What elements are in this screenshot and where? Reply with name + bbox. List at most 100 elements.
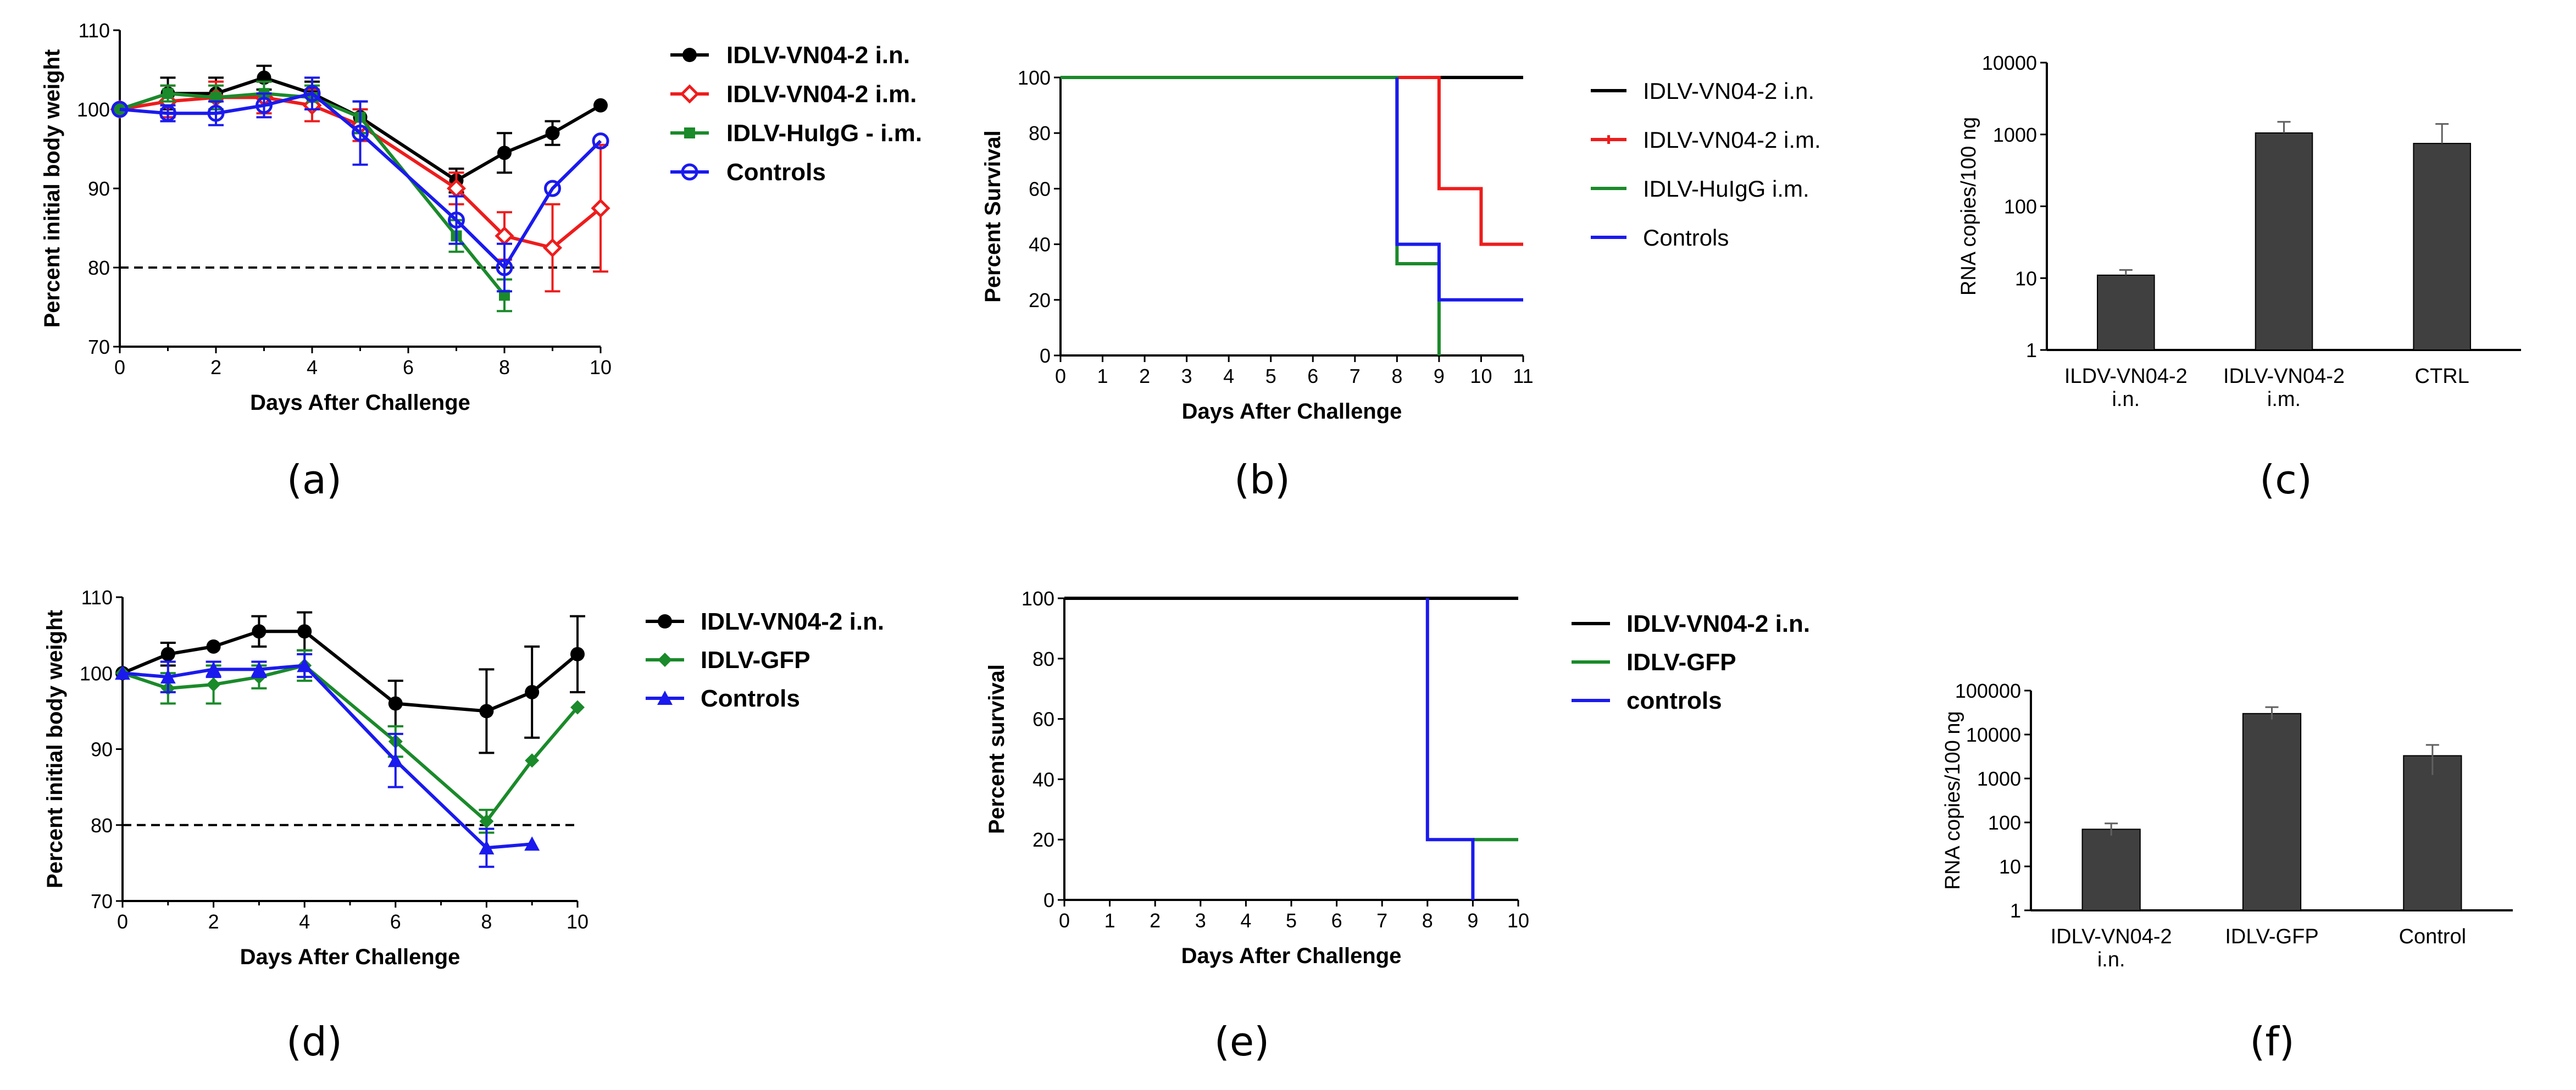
y-tick-label: 90 [91, 738, 113, 761]
series-idlv-huigg-i-m- [114, 80, 512, 313]
category-label: ILDV-VN04-2 [2064, 365, 2188, 388]
data-point [206, 639, 221, 654]
data-point [206, 661, 221, 676]
y-tick-label: 10 [2015, 267, 2037, 290]
data-point [251, 661, 267, 676]
bar [2097, 274, 2155, 351]
data-point [256, 97, 273, 114]
legend-label: IDLV-GFP [701, 647, 810, 674]
x-tick-label: 3 [1195, 909, 1206, 932]
panel-label: (e) [1214, 1019, 1269, 1065]
series-idlv-vn04-2-i-m- [1061, 76, 1523, 246]
y-tick-label: 1 [2010, 899, 2021, 922]
data-point [524, 836, 540, 851]
data-point [111, 101, 129, 118]
category-label: IDLV-VN04-2 [2051, 925, 2172, 948]
y-tick-label: 100 [77, 98, 110, 121]
data-point [542, 238, 563, 258]
data-point [570, 647, 585, 661]
y-tick-label: 80 [88, 257, 110, 279]
data-point [496, 259, 513, 276]
x-tick-label: 10 [567, 910, 589, 933]
x-tick-label: 6 [1331, 909, 1342, 932]
y-tick-label: 100 [80, 662, 113, 685]
data-point [352, 124, 369, 142]
x-tick-label: 6 [403, 356, 414, 379]
data-point [479, 814, 494, 828]
y-tick-label: 20 [1032, 828, 1054, 851]
x-axis-title: Days After Challenge [240, 945, 460, 969]
data-point [252, 624, 267, 639]
x-tick-label: 1 [1097, 365, 1108, 387]
x-tick-label: 2 [208, 910, 219, 933]
y-axis-title: Percent Survival [981, 130, 1005, 303]
category-label: i.n. [2112, 388, 2140, 411]
series-idlv-vn04-2-i-n- [115, 611, 585, 754]
bar [2403, 755, 2462, 911]
panel-label: (a) [287, 457, 342, 503]
y-tick-label: 110 [81, 586, 113, 609]
x-tick-label: 4 [299, 910, 310, 933]
data-point [570, 700, 585, 715]
x-tick-label: 7 [1350, 365, 1361, 387]
legend-label: IDLV-VN04-2 i.n. [726, 42, 910, 69]
y-tick-label: 70 [91, 890, 113, 913]
series-idlv-huigg-i-m- [1061, 76, 1441, 355]
series-line [121, 630, 579, 713]
x-tick-label: 9 [1467, 909, 1478, 932]
data-point [388, 696, 403, 711]
data-point [682, 48, 697, 62]
y-tick-label: 10 [1999, 855, 2021, 878]
x-tick-label: 5 [1265, 365, 1276, 387]
data-point [479, 840, 495, 855]
x-tick-label: 0 [114, 356, 125, 379]
bar [2242, 713, 2302, 911]
legend-label: IDLV-HuIgG i.m. [1643, 176, 1809, 202]
data-point [544, 180, 561, 197]
panel-label: (d) [286, 1019, 342, 1065]
bar [2081, 828, 2141, 911]
legend-label: IDLV-VN04-2 i.n. [701, 608, 884, 635]
data-point [303, 85, 321, 102]
data-point [681, 163, 698, 181]
category-label: IDLV-VN04-2 [2223, 365, 2345, 388]
data-point [525, 753, 540, 768]
data-point [479, 704, 494, 719]
data-point [592, 132, 609, 150]
panel-label: (b) [1234, 457, 1290, 503]
x-tick-label: 11 [1513, 365, 1533, 387]
chart-f: 1 10 100 1000 10000 100000 IDLV-VN04-2i.n. IDLV… [1941, 680, 2513, 1065]
legend-label: Controls [726, 159, 826, 186]
legend-label: Controls [701, 685, 800, 712]
y-tick-label: 100 [2004, 196, 2037, 218]
series-line [1061, 76, 1523, 246]
x-axis-title: Days After Challenge [1181, 944, 1402, 968]
y-tick-label: 80 [1029, 122, 1051, 144]
data-point [160, 647, 175, 661]
x-tick-label: 8 [481, 910, 492, 933]
series-idlv-gfp [115, 649, 585, 834]
series-controls [1425, 598, 1475, 900]
legend-label: IDLV-VN04-2 i.m. [1643, 127, 1821, 153]
y-tick-label: 60 [1029, 177, 1051, 200]
panel-label: (c) [2259, 457, 2312, 503]
category-label: i.m. [2267, 388, 2301, 411]
panel-label: (f) [2250, 1019, 2295, 1065]
series-line [1061, 76, 1441, 355]
x-tick-label: 2 [210, 356, 221, 379]
x-tick-label: 4 [1240, 909, 1251, 932]
data-point [448, 212, 465, 229]
y-tick-label: 70 [88, 336, 110, 358]
x-axis-title: Days After Challenge [250, 391, 470, 415]
y-tick-label: 100000 [1955, 680, 2021, 702]
category-label: CTRL [2415, 365, 2469, 388]
legend-label: Controls [1643, 225, 1729, 251]
x-tick-label: 8 [1391, 365, 1402, 387]
data-point [499, 290, 510, 301]
y-axis-title: RNA copies/100 ng [1941, 711, 1964, 889]
chart-a: 70 80 90 100 110 0 2 4 6 8 10 Days After Challenge P… [40, 19, 922, 503]
series-line [1425, 598, 1475, 900]
y-tick-label: 90 [88, 177, 110, 200]
data-point [162, 88, 174, 99]
